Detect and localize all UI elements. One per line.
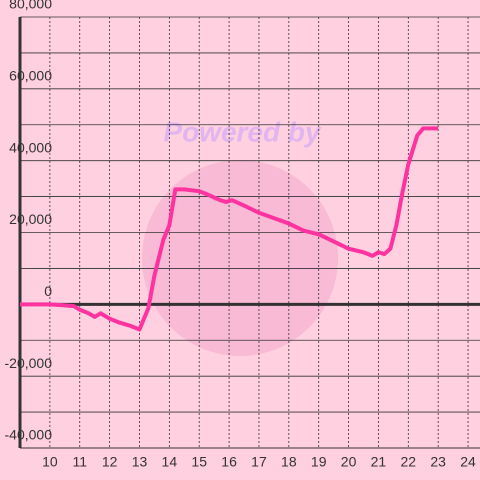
y-tick-label: 80,000 (9, 0, 52, 12)
x-tick-label: 21 (371, 454, 387, 470)
x-tick-label: 17 (251, 454, 267, 470)
y-tick-label: 40,000 (9, 139, 52, 155)
y-tick-label: 60,000 (9, 68, 52, 84)
x-tick-label: 12 (102, 454, 118, 470)
x-tick-label: 23 (430, 454, 446, 470)
x-tick-label: 16 (221, 454, 237, 470)
y-tick-label: -40,000 (5, 427, 53, 443)
watermark-image (142, 160, 338, 356)
watermark: Powered by (163, 116, 322, 147)
x-tick-label: 20 (341, 454, 357, 470)
x-tick-label: 22 (401, 454, 417, 470)
x-tick-label: 15 (191, 454, 207, 470)
x-tick-label: 14 (162, 454, 178, 470)
y-tick-label: -20,000 (5, 355, 53, 371)
y-tick-label: 20,000 (9, 211, 52, 227)
x-tick-label: 11 (72, 454, 87, 470)
x-tick-label: 13 (132, 454, 148, 470)
y-tick-label: 0 (44, 283, 52, 299)
line-series (20, 126, 439, 332)
x-tick-label: 18 (281, 454, 297, 470)
x-tick-label: 10 (42, 454, 58, 470)
x-tick-label: 19 (311, 454, 327, 470)
x-tick-label: 24 (460, 454, 476, 470)
